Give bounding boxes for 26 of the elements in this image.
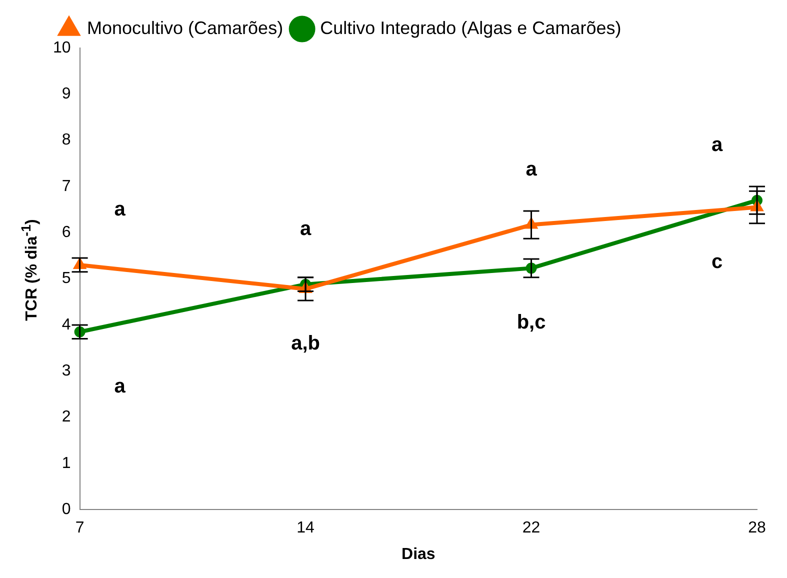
y-tick-label: 5 xyxy=(62,270,71,288)
x-tick-label: 7 xyxy=(75,520,84,537)
x-tick-label: 14 xyxy=(296,520,315,537)
annotation: a,b xyxy=(291,332,320,354)
y-tick-label: 3 xyxy=(62,362,71,380)
annotation: c xyxy=(711,250,723,273)
annotation: a xyxy=(114,375,126,398)
legend-label: Monocultivo (Camarões) xyxy=(87,18,284,38)
y-tick-label: 0 xyxy=(62,501,71,518)
y-tick-label: 6 xyxy=(62,224,71,242)
y-tick-label: 1 xyxy=(62,454,71,472)
y-tick-label: 4 xyxy=(62,316,71,334)
y-tick-label: 10 xyxy=(53,39,71,56)
y-tick-label: 2 xyxy=(62,408,71,426)
x-tick-label: 22 xyxy=(522,520,540,537)
annotation: a xyxy=(711,134,724,156)
annotation: b,c xyxy=(516,312,546,334)
y-tick-label: 7 xyxy=(62,178,71,195)
annotation: a xyxy=(300,218,312,240)
x-tick-label: 28 xyxy=(748,520,766,537)
y-tick-label: 9 xyxy=(62,86,71,103)
y-tick-label: 8 xyxy=(62,132,71,149)
legend-label: Cultivo Integrado (Algas e Camarões) xyxy=(320,18,622,38)
x-axis-title: Dias xyxy=(402,546,436,563)
annotation: a xyxy=(114,198,126,220)
annotation: a xyxy=(526,158,538,180)
